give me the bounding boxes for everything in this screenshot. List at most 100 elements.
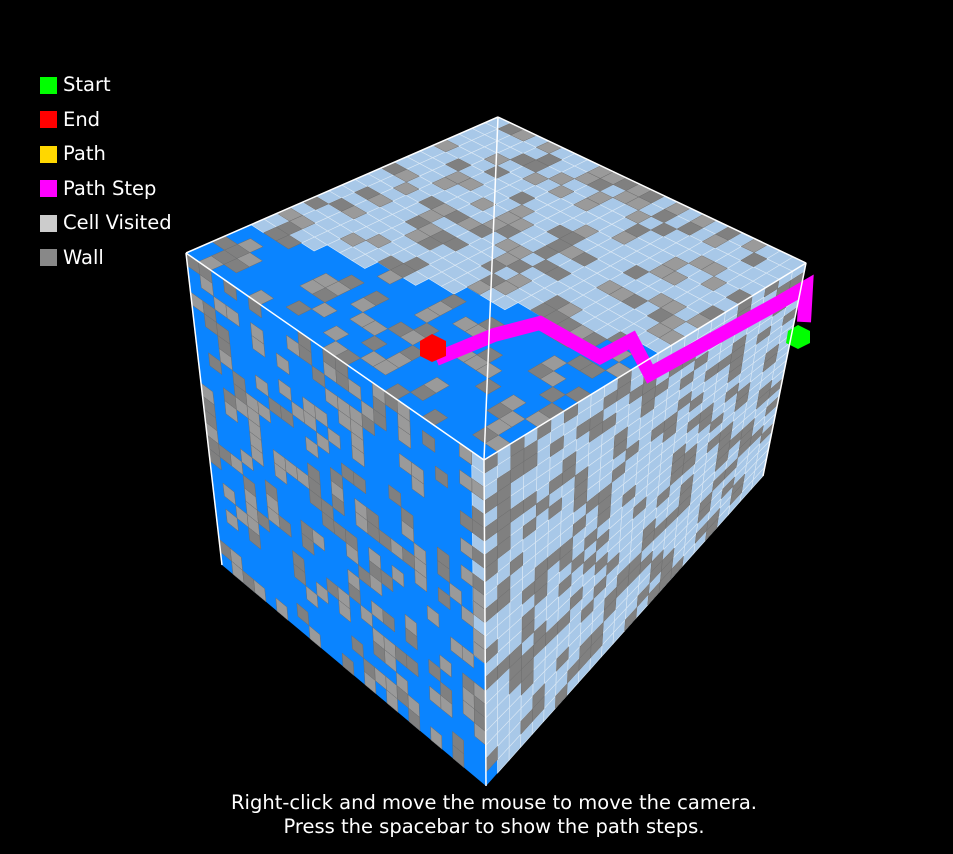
wall-block <box>364 670 377 695</box>
start-swatch <box>40 76 57 94</box>
wall-block <box>729 482 744 507</box>
wall-block <box>440 694 453 719</box>
wall-block <box>611 460 626 484</box>
wall-block <box>762 352 778 373</box>
wall-block <box>734 391 749 413</box>
wall-block <box>408 707 421 732</box>
wall-block <box>274 461 288 486</box>
wall-block <box>580 598 594 624</box>
wall-block <box>677 494 692 518</box>
wall-block <box>391 564 405 588</box>
cube-edge <box>483 116 499 461</box>
wall-block <box>548 497 563 521</box>
wall-block <box>509 551 524 577</box>
wall-block <box>208 352 223 376</box>
left-face <box>185 252 487 786</box>
wall-block <box>523 452 538 475</box>
wall-block <box>444 158 472 172</box>
wall-block <box>225 304 240 328</box>
wall-block <box>411 474 425 499</box>
wall-block <box>549 435 564 458</box>
wall-block <box>476 347 504 364</box>
wall-block <box>544 266 572 282</box>
wall-block <box>301 532 315 556</box>
wall-block <box>423 376 450 394</box>
wall-block <box>740 252 768 268</box>
wall-block <box>251 334 266 358</box>
wall-block <box>240 448 254 472</box>
wall-block <box>236 238 264 253</box>
wall-block <box>225 508 239 532</box>
wall-block <box>704 517 719 542</box>
legend-item-cell-visited: Cell Visited <box>40 206 172 241</box>
end-swatch <box>40 111 57 129</box>
instructions-spacebar: Press the spacebar to show the path step… <box>283 815 705 838</box>
wall-block <box>308 624 322 649</box>
legend-item-wall: Wall <box>40 241 172 276</box>
wall-block <box>392 181 420 196</box>
wall-block <box>341 652 355 677</box>
wall-block <box>393 169 420 183</box>
wall-block <box>386 689 399 713</box>
maze-cube <box>185 116 814 787</box>
legend: Start End Path Path Step Cell Visited Wa… <box>40 68 172 275</box>
wall-block <box>426 604 440 629</box>
wall-block <box>622 484 636 508</box>
wall-block <box>360 335 388 352</box>
wall-block <box>569 585 583 611</box>
wall-block <box>248 526 262 550</box>
wall-block <box>756 325 772 345</box>
wall-block <box>595 528 610 553</box>
path-step-swatch <box>40 180 57 198</box>
wall-block <box>337 274 365 290</box>
wall-block <box>340 205 368 220</box>
wall-block <box>327 426 341 451</box>
legend-label-cell-visited: Cell Visited <box>63 211 172 235</box>
wall-block <box>572 513 587 538</box>
wall-block <box>681 453 697 476</box>
wall-block <box>508 204 536 219</box>
wall-block <box>539 370 567 388</box>
wall-block <box>522 516 537 540</box>
wall-block <box>224 400 239 424</box>
instructions: Right-click and move the mouse to move t… <box>0 791 953 839</box>
wall-block <box>369 573 383 597</box>
cube-edge <box>185 252 485 461</box>
wall-block <box>331 493 345 517</box>
wall-block <box>697 500 712 525</box>
wall-block <box>414 568 428 593</box>
wall-block <box>452 744 465 769</box>
wall-block <box>250 444 265 468</box>
cell-visited-swatch <box>40 214 57 232</box>
wall-block <box>315 581 329 605</box>
wall-block <box>497 535 511 560</box>
cube-edge <box>185 252 223 566</box>
wall-block <box>520 669 534 696</box>
instructions-camera: Right-click and move the mouse to move t… <box>230 791 757 814</box>
wall-block <box>597 505 611 529</box>
wall-block <box>640 396 655 419</box>
legend-label-path-step: Path Step <box>63 176 157 200</box>
path-step-line <box>433 274 814 384</box>
wall-block <box>422 429 436 453</box>
wall-block <box>397 426 412 450</box>
wall-block <box>373 408 387 432</box>
wall-block <box>405 627 418 651</box>
wall-block <box>442 237 470 252</box>
legend-label-end: End <box>63 107 101 131</box>
wall-block <box>624 606 638 632</box>
wall-block <box>534 582 548 607</box>
wall-block <box>430 725 443 750</box>
wall-block <box>497 588 511 613</box>
wall-block <box>606 551 620 577</box>
wall-block <box>288 215 316 230</box>
wall-block <box>656 485 671 509</box>
legend-item-path-step: Path Step <box>40 172 172 207</box>
wall-block <box>435 465 449 489</box>
wall-block <box>661 270 689 286</box>
cube-edge <box>185 116 499 254</box>
wall-block <box>253 579 267 603</box>
wall-block <box>603 597 617 623</box>
cube-edge <box>483 459 487 787</box>
